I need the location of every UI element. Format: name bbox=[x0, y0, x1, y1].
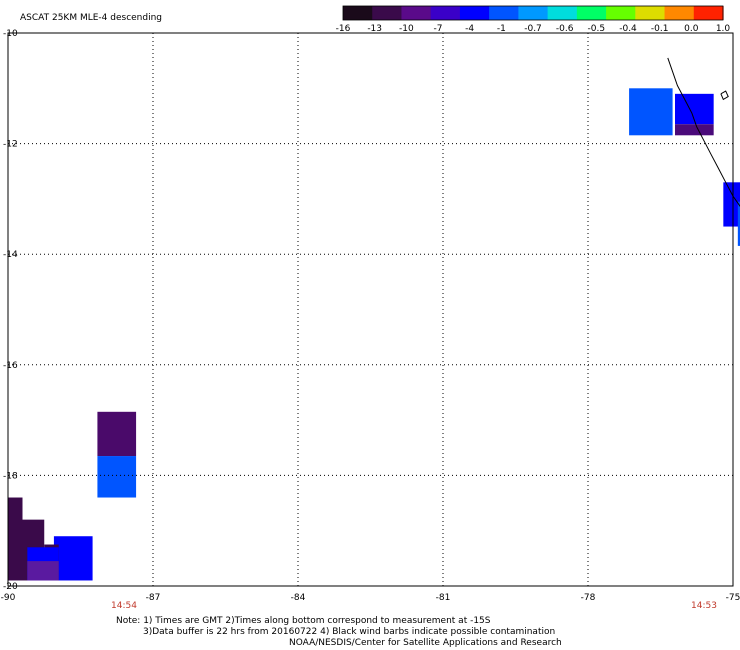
colorbar-label: 1.0 bbox=[716, 24, 731, 34]
lon-tick-label: -90 bbox=[1, 593, 16, 603]
graticule-grid bbox=[8, 33, 733, 586]
coastline bbox=[667, 57, 740, 208]
colorbar-frame bbox=[342, 5, 724, 21]
colorbar-swatch bbox=[664, 6, 695, 20]
wind-cell bbox=[629, 88, 673, 136]
wind-cell bbox=[675, 124, 714, 136]
colorbar-label: -0.1 bbox=[651, 24, 669, 34]
island-outline bbox=[720, 90, 729, 101]
axis-labels: -90 -87 -84 -81 -78 -75 -10 -12 -14 -16 -18 -20 14:5… bbox=[1, 29, 740, 611]
lat-tick-label: -14 bbox=[3, 250, 18, 260]
colorbar-label: 0.0 bbox=[684, 24, 699, 34]
colorbar-label: -7 bbox=[434, 24, 443, 34]
colorbar-label: -0.6 bbox=[556, 24, 574, 34]
time-label: 14:53 bbox=[691, 601, 717, 611]
colorbar-swatch bbox=[343, 6, 373, 20]
colorbar-label: -16 bbox=[336, 24, 351, 34]
wind-cells bbox=[8, 88, 740, 581]
colorbar-swatch bbox=[693, 6, 724, 20]
colorbar-swatch bbox=[430, 6, 461, 20]
colorbar-swatch bbox=[489, 6, 519, 20]
lat-tick-label: -12 bbox=[3, 140, 18, 150]
wind-cell bbox=[27, 561, 59, 581]
lon-tick-label: -87 bbox=[146, 593, 161, 603]
note-line-1: Note: 1) Times are GMT 2)Times along bot… bbox=[116, 616, 491, 626]
colorbar-swatch bbox=[518, 6, 549, 20]
note-line-3: NOAA/NESDIS/Center for Satellite Applica… bbox=[289, 638, 562, 648]
colorbar-label: -0.7 bbox=[524, 24, 542, 34]
map-title: ASCAT 25KM MLE-4 descending bbox=[20, 13, 162, 23]
colorbar-label: -0.4 bbox=[619, 24, 637, 34]
colorbar-swatch bbox=[547, 6, 578, 20]
colorbar-label: -0.5 bbox=[588, 24, 606, 34]
lon-tick-label: -78 bbox=[581, 593, 596, 603]
colorbar-swatch bbox=[606, 6, 636, 20]
colorbar-label: -4 bbox=[465, 24, 474, 34]
lon-tick-label: -84 bbox=[291, 593, 306, 603]
colorbar-swatch bbox=[635, 6, 666, 20]
colorbar-swatch bbox=[401, 6, 432, 20]
colorbar-swatch bbox=[459, 6, 490, 20]
colorbar: -16 -13 -10 -7 -4 -1 -0.7 -0.6 -0.5 -0.4 -0.1 0.0 1.… bbox=[336, 5, 731, 34]
wind-cell bbox=[737, 201, 740, 246]
colorbar-label: -10 bbox=[399, 24, 414, 34]
map-frame bbox=[7, 32, 734, 587]
lat-tick-label: -10 bbox=[3, 29, 18, 39]
lon-tick-label: -75 bbox=[726, 593, 740, 603]
colorbar-swatch bbox=[372, 6, 403, 20]
colorbar-label: -1 bbox=[497, 24, 506, 34]
wind-cell bbox=[97, 411, 137, 457]
lon-tick-label: -81 bbox=[436, 593, 451, 603]
peru-coastline bbox=[667, 57, 740, 208]
lat-tick-label: -16 bbox=[3, 361, 18, 371]
wind-cell bbox=[8, 497, 23, 581]
lat-tick-label: -18 bbox=[3, 471, 18, 481]
wind-cell bbox=[723, 182, 740, 227]
colorbar-swatch bbox=[576, 6, 607, 20]
wind-cell bbox=[53, 536, 93, 581]
wind-cell bbox=[97, 456, 137, 498]
lat-tick-label: -20 bbox=[3, 582, 18, 592]
time-label: 14:54 bbox=[111, 601, 137, 611]
colorbar-label: -13 bbox=[367, 24, 382, 34]
note-line-2: 3)Data buffer is 22 hrs from 20160722 4)… bbox=[143, 627, 556, 637]
